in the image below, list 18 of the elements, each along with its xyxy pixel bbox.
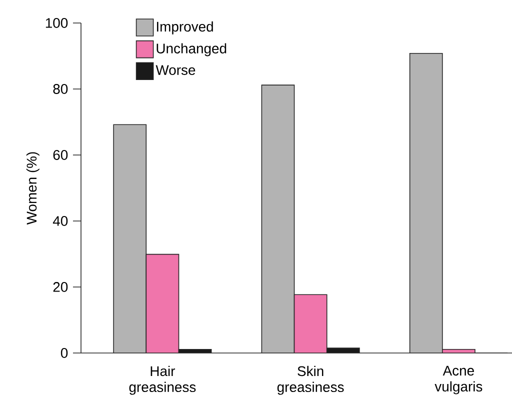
bar [114, 124, 146, 353]
y-tick-label: 40 [52, 216, 68, 226]
x-tick-label: Hair greasiness [129, 366, 196, 395]
bar [294, 294, 327, 353]
y-tick-label: 80 [53, 84, 68, 94]
x-tick-label: Skin greasiness [277, 366, 344, 395]
legend-label: Worse [156, 65, 196, 75]
y-tick-label: 20 [53, 282, 68, 292]
x-tick-label: Acne vulgaris [434, 366, 482, 394]
legend-label: Unchanged [156, 43, 226, 56]
bar [409, 52, 443, 353]
legend-label: Improved [156, 21, 213, 34]
y-tick-label: 60 [53, 150, 68, 160]
bar [146, 254, 179, 353]
bar [262, 85, 294, 353]
y-tick-label: 100 [46, 18, 68, 28]
y-tick-label: 0 [60, 348, 68, 358]
y-axis-title: Women (%) [26, 152, 40, 225]
